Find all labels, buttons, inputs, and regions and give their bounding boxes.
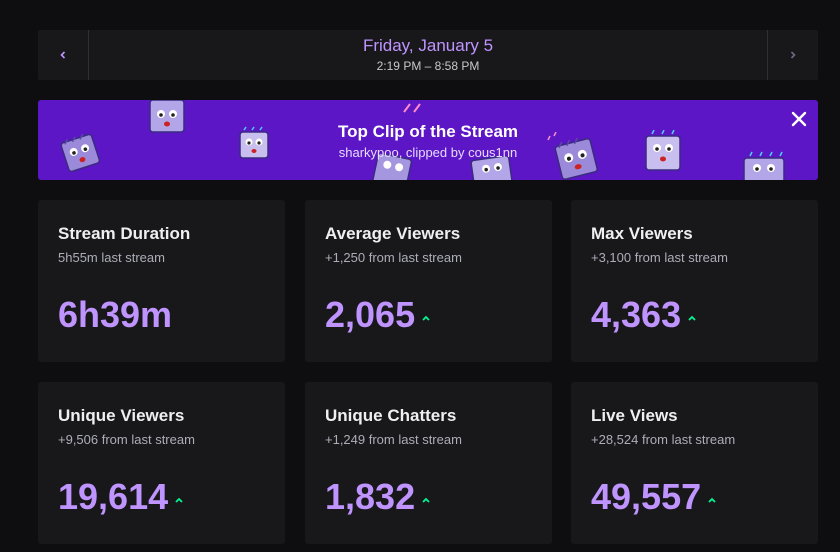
stat-card-stream-duration: Stream Duration 5h55m last stream 6h39m (38, 200, 285, 362)
stat-value: 2,065 (325, 294, 416, 335)
stat-card-max-viewers: Max Viewers +3,100 from last stream 4,36… (571, 200, 818, 362)
top-clip-info[interactable]: Top Clip of the Stream sharkypoo, clippe… (38, 122, 818, 162)
emote-icon (645, 130, 681, 171)
stream-time-range: 2:19 PM – 8:58 PM (376, 59, 480, 73)
date-display: Friday, January 5 2:19 PM – 8:58 PM (89, 30, 767, 80)
stat-card-live-views: Live Views +28,524 from last stream 49,5… (571, 382, 818, 544)
emote-icon (743, 151, 785, 180)
chevron-left-icon (60, 51, 66, 59)
emote-icon (470, 156, 513, 180)
stat-value: 49,557 (591, 476, 702, 517)
emote-icon (547, 132, 598, 180)
trend-up-icon (708, 497, 716, 503)
emote-icon (372, 154, 413, 180)
top-clip-attribution: sharkypoo, clipped by cous1nn (338, 145, 518, 160)
stat-card-average-viewers: Average Viewers +1,250 from last stream … (305, 200, 552, 362)
emote-icon (60, 133, 101, 173)
stat-comparison: +1,250 from last stream (325, 250, 462, 265)
stream-date: Friday, January 5 (362, 36, 494, 55)
trend-up-icon (422, 497, 430, 503)
emote-icon (149, 100, 185, 133)
trend-up-icon (688, 315, 696, 321)
trend-up-icon (422, 315, 430, 321)
stat-value: 1,832 (325, 476, 416, 517)
previous-stream-button[interactable] (38, 30, 89, 80)
stat-title: Live Views (591, 406, 678, 425)
stat-comparison: +3,100 from last stream (591, 250, 728, 265)
stat-card-unique-chatters: Unique Chatters +1,249 from last stream … (305, 382, 552, 544)
stat-title: Unique Chatters (325, 406, 457, 425)
stat-title: Max Viewers (591, 224, 693, 243)
stat-comparison: 5h55m last stream (58, 250, 165, 265)
next-stream-button[interactable] (767, 30, 818, 80)
stat-comparison: +9,506 from last stream (58, 432, 195, 447)
stat-value: 6h39m (58, 294, 173, 335)
close-icon[interactable] (790, 110, 808, 128)
stat-title: Stream Duration (58, 224, 191, 243)
stat-value: 19,614 (58, 476, 169, 517)
date-navigation: Friday, January 5 2:19 PM – 8:58 PM (38, 30, 818, 80)
emote-icon (403, 103, 421, 113)
stat-comparison: +1,249 from last stream (325, 432, 462, 447)
top-clip-title: Top Clip of the Stream (337, 122, 519, 141)
stat-value: 4,363 (591, 294, 682, 335)
stat-comparison: +28,524 from last stream (591, 432, 736, 447)
stat-card-unique-viewers: Unique Viewers +9,506 from last stream 1… (38, 382, 285, 544)
stat-title: Unique Viewers (58, 406, 185, 425)
trend-up-icon (175, 497, 183, 503)
stat-title: Average Viewers (325, 224, 461, 243)
chevron-right-icon (790, 51, 796, 59)
emote-icon (239, 126, 269, 159)
top-clip-banner[interactable]: Top Clip of the Stream sharkypoo, clippe… (38, 100, 818, 180)
